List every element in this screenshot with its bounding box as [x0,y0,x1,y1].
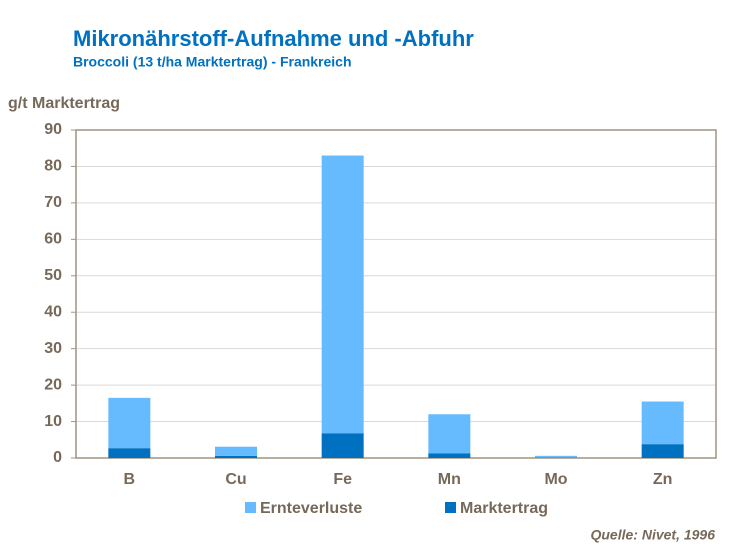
y-tick-label: 90 [44,121,62,138]
y-tick-label: 40 [44,303,62,320]
bar-segment [641,444,684,458]
legend-swatch [445,502,456,513]
y-tick-label: 60 [44,231,62,248]
source: Quelle: Nivet, 1996 [590,527,715,543]
bar-segment [215,446,257,456]
x-tick-label: Mo [544,471,567,488]
y-tick-label: 50 [44,267,62,284]
bar-segment [108,397,151,449]
y-tick-label: 70 [44,194,62,211]
x-tick-label: Cu [225,471,246,488]
y-axis-label: g/t Marktertrag [8,95,120,112]
bar-segment [321,433,364,458]
y-tick-label: 0 [53,449,62,466]
x-tick-label: Mn [438,471,461,488]
bar-segment [535,455,577,458]
y-tick-label: 20 [44,376,62,393]
y-tick-label: 30 [44,340,62,357]
y-tick-label: 10 [44,413,62,430]
chart-title: Mikronährstoff-Aufnahme und -Abfuhr [73,26,474,51]
legend-label: Ernteverluste [260,500,362,517]
x-tick-label: B [124,471,136,488]
bar-segment [215,455,257,458]
plot-border [75,129,717,459]
x-tick-label: Fe [333,471,352,488]
bar-segment [428,453,471,458]
x-tick-label: Zn [653,471,673,488]
chart-subtitle: Broccoli (13 t/ha Marktertrag) - Frankre… [73,54,352,70]
bar-segment [108,448,151,458]
legend-label: Marktertrag [460,500,548,517]
bar-segment [321,155,364,434]
legend-swatch [245,502,256,513]
bar-segment [428,414,471,454]
bar-segment [641,401,684,445]
y-tick-label: 80 [44,158,62,175]
